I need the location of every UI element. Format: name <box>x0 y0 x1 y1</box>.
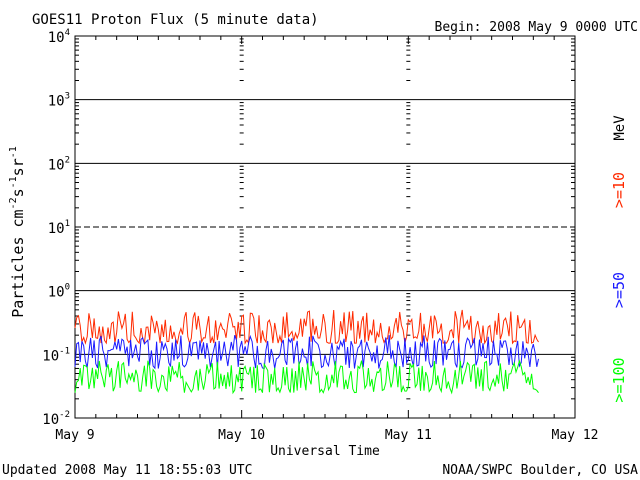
x-tick-label: May 12 <box>552 428 599 443</box>
x-tick-label: May 11 <box>385 428 432 443</box>
legend-label-ge50: >=50 <box>610 272 628 308</box>
series-line-ge100 <box>74 359 539 395</box>
credit-line: NOAA/SWPC Boulder, CO USA <box>442 463 638 478</box>
legend-label-ge100: >=100 <box>610 357 628 402</box>
y-tick-label: 103 <box>48 92 70 110</box>
y-axis-label: Particles cm-2s-1sr-1 <box>8 146 27 318</box>
x-tick-labels: May 9 May 10 May 11 May 12 <box>55 428 598 443</box>
y-tick-labels: 10-2 10-1 100 101 102 103 104 <box>42 28 70 428</box>
y-tick-label: 104 <box>48 28 70 46</box>
legend-label-ge10: >=10 <box>610 172 628 208</box>
legend-unit: MeV <box>612 115 628 141</box>
updated-timestamp: Updated 2008 May 11 18:55:03 UTC <box>2 463 252 478</box>
series-layer <box>74 309 539 395</box>
x-axis-label: Universal Time <box>270 444 380 459</box>
grid-lines <box>75 99 575 355</box>
series-line-ge10 <box>74 309 539 345</box>
y-tick-label: 102 <box>48 155 70 173</box>
y-tick-label: 10-1 <box>42 346 70 364</box>
y-tick-label: 100 <box>48 283 70 301</box>
y-tick-label: 101 <box>48 219 70 237</box>
y-tick-label: 10-2 <box>42 410 70 428</box>
begin-date: Begin: 2008 May 9 0000 UTC <box>435 20 639 35</box>
x-tick-label: May 10 <box>218 428 265 443</box>
x-tick-label: May 9 <box>55 428 94 443</box>
chart-title: GOES11 Proton Flux (5 minute data) <box>32 12 319 28</box>
series-legend: MeV >=10 >=50 >=100 <box>610 115 628 403</box>
